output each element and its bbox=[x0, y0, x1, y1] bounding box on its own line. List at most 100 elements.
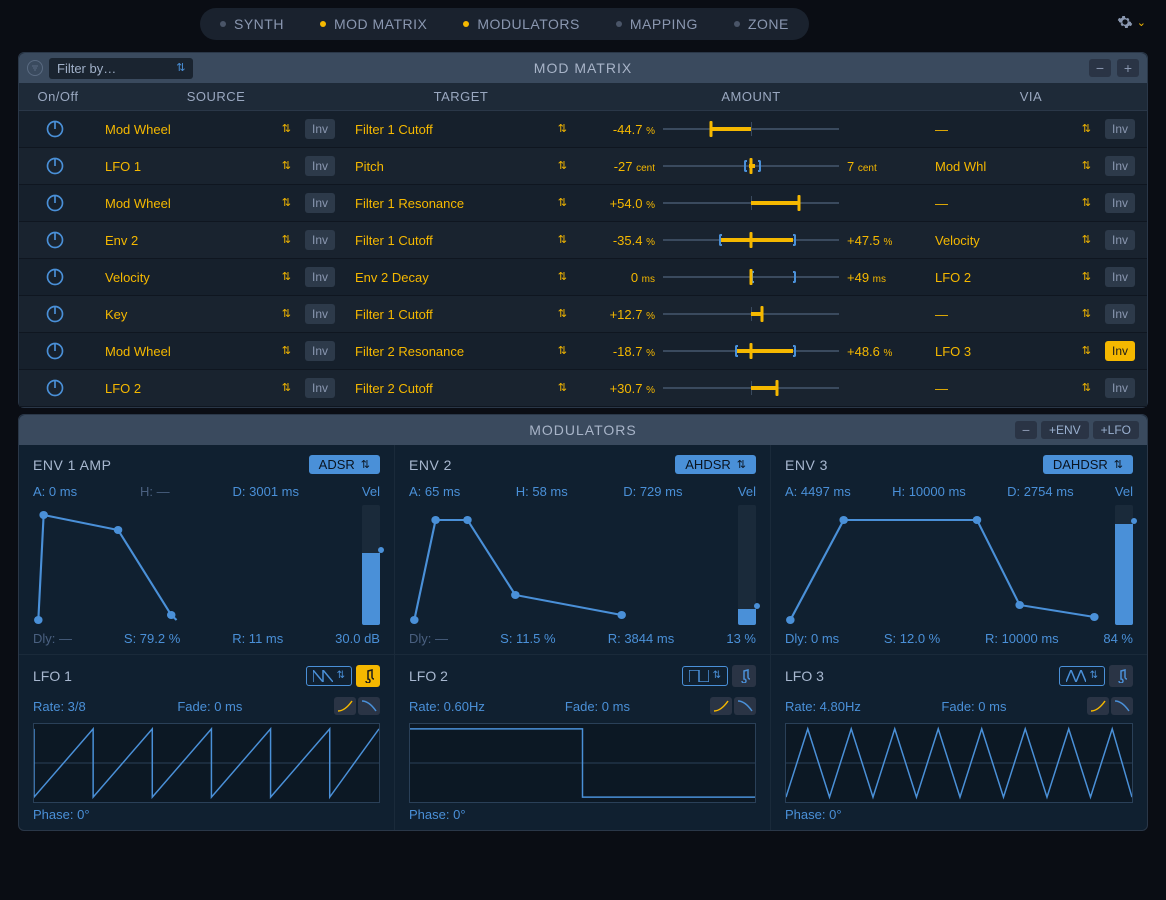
amount-secondary-value[interactable]: +49 ms bbox=[847, 270, 911, 285]
source-dropdown[interactable]: Velocity⇅ bbox=[97, 266, 299, 289]
via-invert-button[interactable]: Inv bbox=[1105, 378, 1135, 398]
via-invert-button[interactable]: Inv bbox=[1105, 304, 1135, 324]
lfo-waveform-display[interactable] bbox=[33, 723, 380, 803]
source-invert-button[interactable]: Inv bbox=[305, 119, 335, 139]
envelope-params-bottom[interactable]: Dly: —S: 11.5 %R: 3844 ms13 % bbox=[409, 631, 756, 646]
row-power-button[interactable] bbox=[45, 341, 65, 361]
via-invert-button[interactable]: Inv bbox=[1105, 230, 1135, 250]
filter-power-icon[interactable] bbox=[27, 60, 43, 76]
source-dropdown[interactable]: Mod Wheel⇅ bbox=[97, 118, 299, 141]
amount-slider[interactable] bbox=[663, 156, 839, 176]
source-dropdown[interactable]: Mod Wheel⇅ bbox=[97, 340, 299, 363]
envelope-params-top[interactable]: A: 4497 msH: 10000 msD: 2754 msVel bbox=[785, 484, 1133, 499]
fade-out-button[interactable] bbox=[1111, 697, 1133, 715]
tab-zone[interactable]: ZONE bbox=[716, 10, 807, 38]
envelope-params-bottom[interactable]: Dly: 0 msS: 12.0 %R: 10000 ms84 % bbox=[785, 631, 1133, 646]
row-power-button[interactable] bbox=[45, 267, 65, 287]
source-dropdown[interactable]: Env 2⇅ bbox=[97, 229, 299, 252]
amount-secondary-value[interactable]: 7 cent bbox=[847, 159, 911, 174]
row-power-button[interactable] bbox=[45, 304, 65, 324]
via-invert-button[interactable]: Inv bbox=[1105, 341, 1135, 361]
envelope-mode-dropdown[interactable]: DAHDSR⇅ bbox=[1043, 455, 1133, 474]
lfo-fade[interactable]: Fade: 0 ms bbox=[177, 699, 242, 714]
amount-secondary-value[interactable]: +47.5 % bbox=[847, 233, 911, 248]
lfo-phase[interactable]: Phase: 0° bbox=[409, 807, 756, 822]
tab-modulators[interactable]: MODULATORS bbox=[445, 10, 598, 38]
add-lfo-button[interactable]: +LFO bbox=[1093, 421, 1139, 439]
via-dropdown[interactable]: —⇅ bbox=[927, 192, 1099, 215]
target-dropdown[interactable]: Filter 1 Cutoff⇅ bbox=[347, 303, 575, 326]
via-dropdown[interactable]: —⇅ bbox=[927, 377, 1099, 400]
source-invert-button[interactable]: Inv bbox=[305, 341, 335, 361]
amount-slider[interactable] bbox=[663, 378, 839, 398]
via-invert-button[interactable]: Inv bbox=[1105, 156, 1135, 176]
amount-value[interactable]: -18.7 % bbox=[591, 344, 655, 359]
amount-slider[interactable] bbox=[663, 267, 839, 287]
via-invert-button[interactable]: Inv bbox=[1105, 119, 1135, 139]
source-dropdown[interactable]: LFO 2⇅ bbox=[97, 377, 299, 400]
via-dropdown[interactable]: LFO 2⇅ bbox=[927, 266, 1099, 289]
via-invert-button[interactable]: Inv bbox=[1105, 193, 1135, 213]
via-dropdown[interactable]: —⇅ bbox=[927, 303, 1099, 326]
lfo-fade[interactable]: Fade: 0 ms bbox=[941, 699, 1006, 714]
target-dropdown[interactable]: Filter 1 Resonance⇅ bbox=[347, 192, 575, 215]
source-invert-button[interactable]: Inv bbox=[305, 193, 335, 213]
source-invert-button[interactable]: Inv bbox=[305, 304, 335, 324]
fade-out-button[interactable] bbox=[734, 697, 756, 715]
filter-by-dropdown[interactable]: Filter by…⇅ bbox=[49, 58, 193, 79]
settings-button[interactable]: ⌄ bbox=[1117, 14, 1146, 30]
tab-synth[interactable]: SYNTH bbox=[202, 10, 302, 38]
source-invert-button[interactable]: Inv bbox=[305, 378, 335, 398]
amount-value[interactable]: -44.7 % bbox=[591, 122, 655, 137]
velocity-slider[interactable] bbox=[362, 505, 380, 625]
envelope-mode-dropdown[interactable]: ADSR⇅ bbox=[309, 455, 380, 474]
target-dropdown[interactable]: Filter 2 Resonance⇅ bbox=[347, 340, 575, 363]
fade-in-button[interactable] bbox=[1087, 697, 1109, 715]
row-power-button[interactable] bbox=[45, 119, 65, 139]
lfo-rate[interactable]: Rate: 0.60Hz bbox=[409, 699, 485, 714]
lfo-fade[interactable]: Fade: 0 ms bbox=[565, 699, 630, 714]
add-env-button[interactable]: +ENV bbox=[1041, 421, 1089, 439]
lfo-waveform-display[interactable] bbox=[785, 723, 1133, 803]
target-dropdown[interactable]: Pitch⇅ bbox=[347, 155, 575, 178]
add-row-button[interactable]: + bbox=[1117, 59, 1139, 77]
fade-in-button[interactable] bbox=[334, 697, 356, 715]
waveform-dropdown[interactable]: ⇅ bbox=[682, 666, 728, 686]
fade-in-button[interactable] bbox=[710, 697, 732, 715]
amount-value[interactable]: +12.7 % bbox=[591, 307, 655, 322]
amount-value[interactable]: 0 ms bbox=[591, 270, 655, 285]
via-dropdown[interactable]: LFO 3⇅ bbox=[927, 340, 1099, 363]
via-dropdown[interactable]: Velocity⇅ bbox=[927, 229, 1099, 252]
tab-mapping[interactable]: MAPPING bbox=[598, 10, 716, 38]
source-dropdown[interactable]: Mod Wheel⇅ bbox=[97, 192, 299, 215]
lfo-rate[interactable]: Rate: 3/8 bbox=[33, 699, 86, 714]
row-power-button[interactable] bbox=[45, 230, 65, 250]
amount-slider[interactable] bbox=[663, 304, 839, 324]
note-sync-button[interactable] bbox=[356, 665, 380, 687]
source-invert-button[interactable]: Inv bbox=[305, 267, 335, 287]
envelope-params-bottom[interactable]: Dly: —S: 79.2 %R: 11 ms30.0 dB bbox=[33, 631, 380, 646]
amount-slider[interactable] bbox=[663, 230, 839, 250]
envelope-params-top[interactable]: A: 65 msH: 58 msD: 729 msVel bbox=[409, 484, 756, 499]
via-dropdown[interactable]: —⇅ bbox=[927, 118, 1099, 141]
target-dropdown[interactable]: Filter 2 Cutoff⇅ bbox=[347, 377, 575, 400]
target-dropdown[interactable]: Env 2 Decay⇅ bbox=[347, 266, 575, 289]
lfo-waveform-display[interactable] bbox=[409, 723, 756, 803]
via-invert-button[interactable]: Inv bbox=[1105, 267, 1135, 287]
note-sync-button[interactable] bbox=[1109, 665, 1133, 687]
amount-value[interactable]: +54.0 % bbox=[591, 196, 655, 211]
tab-mod-matrix[interactable]: MOD MATRIX bbox=[302, 10, 445, 38]
row-power-button[interactable] bbox=[45, 378, 65, 398]
amount-slider[interactable] bbox=[663, 193, 839, 213]
amount-value[interactable]: +30.7 % bbox=[591, 381, 655, 396]
envelope-mode-dropdown[interactable]: AHDSR⇅ bbox=[675, 455, 756, 474]
envelope-graph[interactable] bbox=[33, 505, 380, 625]
remove-row-button[interactable]: − bbox=[1089, 59, 1111, 77]
note-sync-button[interactable] bbox=[732, 665, 756, 687]
remove-modulator-button[interactable]: − bbox=[1015, 421, 1037, 439]
lfo-phase[interactable]: Phase: 0° bbox=[785, 807, 1133, 822]
source-dropdown[interactable]: Key⇅ bbox=[97, 303, 299, 326]
envelope-params-top[interactable]: A: 0 msH: —D: 3001 msVel bbox=[33, 484, 380, 499]
target-dropdown[interactable]: Filter 1 Cutoff⇅ bbox=[347, 118, 575, 141]
row-power-button[interactable] bbox=[45, 193, 65, 213]
